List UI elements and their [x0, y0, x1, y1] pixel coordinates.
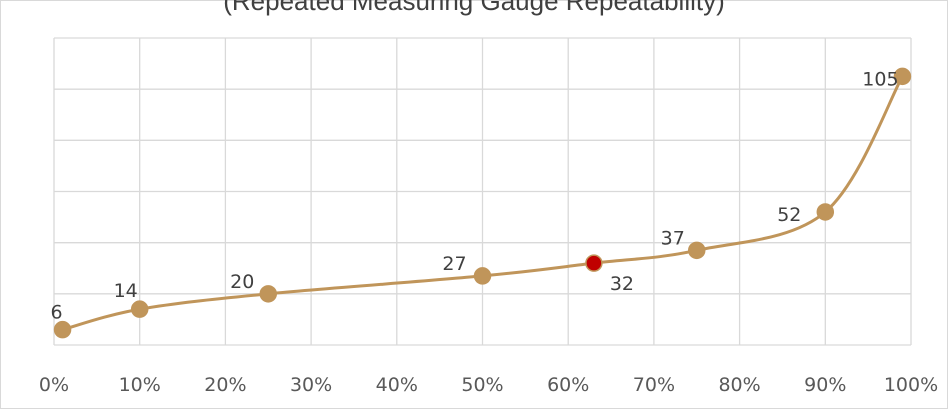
data-label: 37 [661, 227, 685, 249]
x-tick-label: 80% [718, 374, 760, 396]
data-label: 27 [442, 253, 466, 275]
data-point [259, 285, 277, 303]
data-label: 105 [862, 68, 898, 90]
data-point [53, 320, 72, 339]
x-tick-label: 30% [290, 374, 332, 396]
gridlines [53, 37, 912, 346]
data-label: 52 [777, 204, 801, 226]
x-tick-label: 0% [39, 374, 69, 396]
data-point [473, 267, 492, 285]
x-tick-label: 50% [461, 374, 503, 396]
data-points [53, 67, 912, 339]
x-tick-label: 10% [119, 374, 161, 396]
highlighted-data-point [585, 254, 603, 272]
data-label: 6 [51, 302, 63, 324]
x-tick-label: 60% [547, 374, 589, 396]
x-tick-label: 20% [204, 374, 246, 396]
x-tick-label: 40% [376, 374, 418, 396]
x-tick-label: 70% [633, 374, 675, 396]
x-axis-ticks: 0% 10% 20% 30% 40% 50% 60% 70% 80% 90% 100% [39, 374, 938, 396]
data-label: 14 [114, 280, 138, 302]
data-point [130, 300, 149, 318]
chart-title: (Repeated Measuring Gauge Repeatability) [223, 0, 725, 16]
data-point [816, 203, 835, 221]
x-tick-label: 90% [804, 374, 846, 396]
data-label: 20 [230, 271, 254, 293]
data-point [893, 67, 912, 86]
data-point [688, 241, 706, 260]
data-label: 32 [610, 273, 634, 295]
x-tick-label: 100% [884, 374, 938, 396]
data-labels: 6 14 20 27 32 37 52 105 [51, 68, 899, 323]
